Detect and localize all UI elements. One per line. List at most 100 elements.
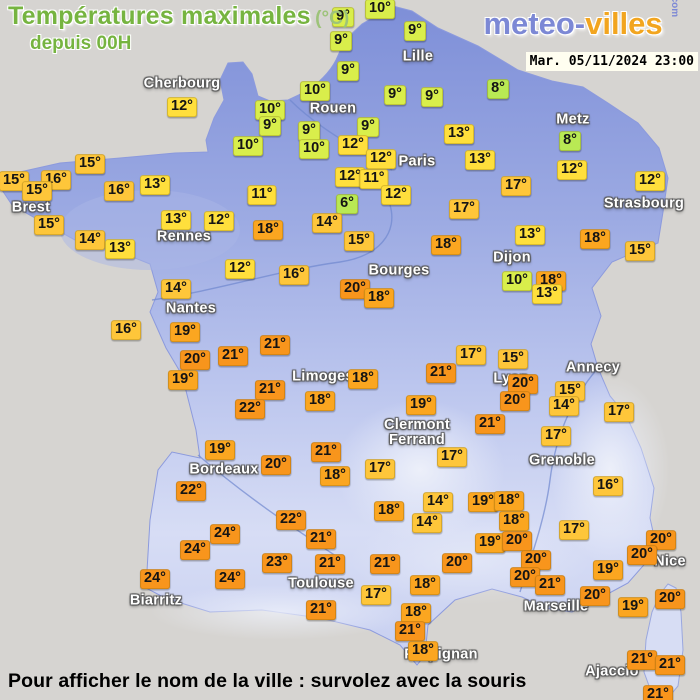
temp-label[interactable]: 12°: [366, 149, 396, 169]
temp-label[interactable]: 21°: [255, 380, 285, 400]
temp-label[interactable]: 17°: [361, 585, 391, 605]
temp-label[interactable]: 9°: [330, 31, 352, 51]
temp-label[interactable]: 20°: [580, 586, 610, 606]
temp-label[interactable]: 20°: [340, 279, 370, 299]
temp-label[interactable]: 21°: [306, 600, 336, 620]
temp-label[interactable]: 9°: [259, 116, 281, 136]
temp-label[interactable]: 12°: [167, 97, 197, 117]
temp-label[interactable]: 20°: [442, 553, 472, 573]
temp-label[interactable]: 17°: [501, 176, 531, 196]
temp-label[interactable]: 15°: [34, 215, 64, 235]
temp-label[interactable]: 13°: [105, 239, 135, 259]
temp-label[interactable]: 19°: [406, 395, 436, 415]
temp-label[interactable]: 17°: [604, 402, 634, 422]
temp-label[interactable]: 18°: [408, 641, 438, 661]
temp-label[interactable]: 18°: [499, 511, 529, 531]
temp-label[interactable]: 20°: [261, 455, 291, 475]
temp-label[interactable]: 14°: [549, 396, 579, 416]
temp-label[interactable]: 9°: [332, 7, 354, 27]
temp-label[interactable]: 17°: [541, 426, 571, 446]
temp-label[interactable]: 24°: [140, 569, 170, 589]
temp-label[interactable]: 9°: [384, 85, 406, 105]
temp-label[interactable]: 24°: [180, 540, 210, 560]
temp-label[interactable]: 21°: [395, 621, 425, 641]
temp-label[interactable]: 21°: [643, 685, 673, 700]
temp-label[interactable]: 18°: [494, 491, 524, 511]
temp-label[interactable]: 14°: [312, 213, 342, 233]
temp-label[interactable]: 19°: [593, 560, 623, 580]
temp-label[interactable]: 12°: [225, 259, 255, 279]
temp-label[interactable]: 18°: [431, 235, 461, 255]
temp-label[interactable]: 22°: [176, 481, 206, 501]
temp-label[interactable]: 13°: [532, 284, 562, 304]
temp-label[interactable]: 18°: [374, 501, 404, 521]
temp-label[interactable]: 16°: [111, 320, 141, 340]
temp-label[interactable]: 13°: [161, 210, 191, 230]
temp-label[interactable]: 17°: [456, 345, 486, 365]
temp-label[interactable]: 19°: [168, 370, 198, 390]
temp-label[interactable]: 15°: [344, 231, 374, 251]
temp-label[interactable]: 12°: [381, 185, 411, 205]
temp-label[interactable]: 21°: [311, 442, 341, 462]
temp-label[interactable]: 19°: [170, 322, 200, 342]
temp-label[interactable]: 10°: [255, 100, 285, 120]
temp-label[interactable]: 14°: [161, 279, 191, 299]
temp-label[interactable]: 12°: [335, 167, 365, 187]
temp-label[interactable]: 13°: [140, 175, 170, 195]
temp-label[interactable]: 11°: [247, 185, 277, 205]
temp-label[interactable]: 9°: [357, 117, 379, 137]
temp-label[interactable]: 21°: [315, 554, 345, 574]
temp-label[interactable]: 9°: [298, 121, 320, 141]
temp-label[interactable]: 12°: [635, 171, 665, 191]
temp-label[interactable]: 8°: [487, 79, 509, 99]
temp-label[interactable]: 18°: [401, 603, 431, 623]
temp-label[interactable]: 14°: [423, 492, 453, 512]
temp-label[interactable]: 14°: [75, 230, 105, 250]
temp-label[interactable]: 9°: [337, 61, 359, 81]
temp-label[interactable]: 21°: [475, 414, 505, 434]
temp-label[interactable]: 21°: [218, 346, 248, 366]
temp-label[interactable]: 23°: [262, 553, 292, 573]
temp-label[interactable]: 18°: [320, 466, 350, 486]
temp-label[interactable]: 16°: [279, 265, 309, 285]
temp-label[interactable]: 14°: [412, 513, 442, 533]
temp-label[interactable]: 12°: [557, 160, 587, 180]
temp-label[interactable]: 12°: [338, 135, 368, 155]
temp-label[interactable]: 18°: [348, 369, 378, 389]
temp-label[interactable]: 13°: [515, 225, 545, 245]
temp-label[interactable]: 10°: [502, 271, 532, 291]
temp-label[interactable]: 21°: [260, 335, 290, 355]
temp-label[interactable]: 20°: [627, 545, 657, 565]
temp-label[interactable]: 21°: [627, 650, 657, 670]
temp-label[interactable]: 15°: [0, 171, 29, 191]
temp-label[interactable]: 15°: [555, 381, 585, 401]
temp-label[interactable]: 10°: [365, 0, 395, 19]
temp-label[interactable]: 20°: [521, 550, 551, 570]
temp-label[interactable]: 18°: [253, 220, 283, 240]
temp-label[interactable]: 21°: [426, 363, 456, 383]
temp-label[interactable]: 17°: [365, 459, 395, 479]
temp-label[interactable]: 10°: [233, 136, 263, 156]
temp-label[interactable]: 9°: [421, 87, 443, 107]
temp-label[interactable]: 6°: [336, 194, 358, 214]
temp-label[interactable]: 18°: [410, 575, 440, 595]
temp-label[interactable]: 19°: [468, 492, 498, 512]
temp-label[interactable]: 20°: [180, 350, 210, 370]
temp-label[interactable]: 8°: [559, 131, 581, 151]
temp-label[interactable]: 11°: [359, 169, 389, 189]
temp-label[interactable]: 19°: [205, 440, 235, 460]
temp-label[interactable]: 15°: [625, 241, 655, 261]
temp-label[interactable]: 24°: [215, 569, 245, 589]
temp-label[interactable]: 17°: [437, 447, 467, 467]
temp-label[interactable]: 18°: [364, 288, 394, 308]
temp-label[interactable]: 21°: [655, 655, 685, 675]
temp-label[interactable]: 21°: [535, 575, 565, 595]
temp-label[interactable]: 10°: [299, 139, 329, 159]
temp-label[interactable]: 15°: [22, 181, 52, 201]
temp-label[interactable]: 18°: [580, 229, 610, 249]
temp-label[interactable]: 15°: [498, 349, 528, 369]
temp-label[interactable]: 20°: [500, 391, 530, 411]
temp-label[interactable]: 20°: [646, 530, 676, 550]
temp-label[interactable]: 20°: [502, 531, 532, 551]
temp-label[interactable]: 20°: [655, 589, 685, 609]
